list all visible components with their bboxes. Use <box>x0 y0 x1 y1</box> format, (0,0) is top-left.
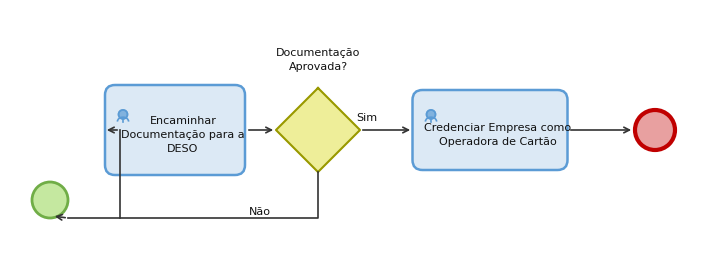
Circle shape <box>32 182 68 218</box>
Text: Encaminhar
Documentação para a
DESO: Encaminhar Documentação para a DESO <box>121 116 245 154</box>
Text: Sim: Sim <box>357 113 378 123</box>
Circle shape <box>119 110 128 119</box>
FancyBboxPatch shape <box>105 85 245 175</box>
FancyBboxPatch shape <box>412 90 568 170</box>
Text: Documentação
Aprovada?: Documentação Aprovada? <box>276 48 360 72</box>
Text: Não: Não <box>249 207 271 217</box>
Polygon shape <box>276 88 360 172</box>
Circle shape <box>635 110 675 150</box>
Text: Credenciar Empresa como
Operadora de Cartão: Credenciar Empresa como Operadora de Car… <box>424 123 572 147</box>
Circle shape <box>426 110 436 119</box>
